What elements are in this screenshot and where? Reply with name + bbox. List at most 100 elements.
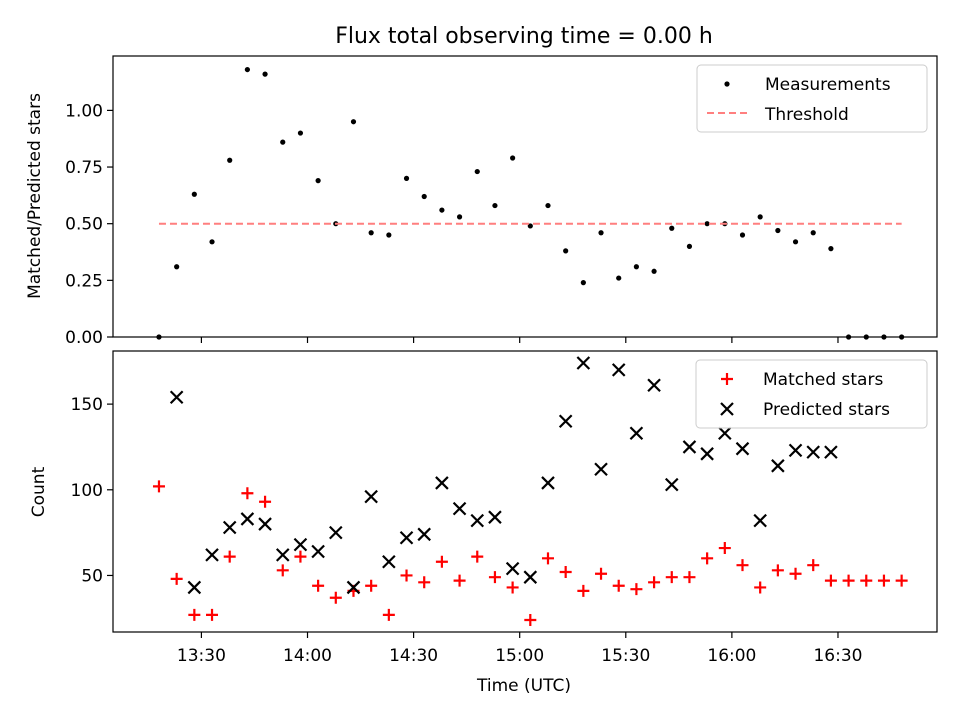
matched-stars-point (223, 550, 236, 563)
matched-stars-point (435, 555, 448, 568)
measurements-point (616, 275, 622, 281)
predicted-stars-point (523, 570, 538, 584)
measurements-point (598, 230, 604, 236)
bottom-panel: Count Time (UTC) 50 100 150 13:30 14:00 14:30… (29, 350, 938, 696)
matched-stars-point (382, 608, 395, 621)
measurements-point (792, 239, 799, 245)
measurements-point (439, 207, 445, 213)
matched-stars-point (824, 574, 837, 587)
top-panel-frame (112, 55, 938, 338)
bottom-panel-legend: Matched stars Predicted stars (695, 359, 928, 429)
measurements-point (527, 223, 533, 229)
measurements-point (474, 168, 480, 175)
top-panel-legend-box (696, 64, 928, 133)
matched-stars-point (259, 495, 272, 508)
matched-stars-point (206, 608, 219, 621)
predicted-stars-point (664, 477, 679, 492)
bottom-panel-ticks: 50 100 150 13:30 14:00 14:30 15:00 15:30 16:00 16… (71, 395, 863, 666)
bottom-x-tick-label: 16:00 (707, 646, 756, 666)
bottom-panel-legend-box (695, 359, 928, 429)
matched-stars-point (771, 564, 784, 577)
bottom-y-tick-label: 100 (71, 481, 103, 501)
top-y-tick-label: 1.00 (65, 101, 103, 121)
matched-stars-point (559, 566, 572, 579)
predicted-stars-point (718, 426, 732, 441)
top-panel-title: Flux total observing time = 0.00 h (335, 24, 713, 49)
predicted-stars-point (169, 390, 184, 405)
measurements-point (315, 178, 321, 184)
bottom-y-tick-label: 150 (71, 395, 103, 415)
predicted-stars-point (452, 501, 467, 516)
predicted-stars-point (682, 440, 697, 454)
predicted-stars-point (435, 476, 449, 490)
matched-stars-point (276, 564, 289, 577)
measurements-point (456, 214, 463, 220)
predicted-stars-point (594, 462, 608, 477)
matched-stars-point (895, 574, 908, 587)
predicted-stars-point (364, 489, 378, 504)
top-panel: Flux total observing time = 0.00 h Match… (25, 24, 938, 348)
matched-stars-point (241, 487, 254, 500)
matched-stars-point (294, 550, 307, 563)
measurements-point (669, 225, 675, 231)
bottom-x-tick-label: 14:30 (389, 646, 438, 666)
matched-stars-point (736, 559, 749, 572)
matched-stars-point (701, 552, 714, 565)
measurements-point (297, 130, 304, 136)
measurements-point (651, 268, 657, 274)
bottom-panel-frame (112, 350, 938, 633)
predicted-stars-point (417, 527, 431, 542)
matched-stars-point (877, 574, 890, 587)
matched-stars-point (612, 579, 625, 592)
matched-stars-point (718, 542, 731, 555)
predicted-stars-point (611, 363, 626, 377)
predicted-stars-point (205, 548, 219, 562)
legend-measurements-label: Measurements (765, 75, 891, 95)
measurements-point (191, 191, 197, 197)
measurements-point (775, 227, 781, 234)
top-y-tick-label: 0.50 (65, 215, 103, 235)
matched-stars-point (842, 574, 855, 587)
predicted-stars-point (629, 426, 644, 441)
measurements-point (244, 66, 250, 73)
bottom-panel-y-axis-label: Count (29, 466, 49, 517)
bottom-y-tick-label: 50 (81, 566, 103, 586)
matched-stars-point (506, 581, 519, 594)
matched-stars-point (418, 576, 431, 589)
bottom-panel-x-axis-label: Time (UTC) (476, 676, 571, 696)
predicted-stars-point (647, 378, 661, 393)
bottom-x-tick-label: 13:30 (177, 646, 226, 666)
measurements-point (227, 157, 233, 163)
matched-stars-point (524, 614, 537, 627)
predicted-stars-point (806, 445, 821, 459)
measurements-point (350, 119, 357, 125)
bottom-x-tick-label: 15:00 (495, 646, 544, 666)
measurements-point (739, 232, 746, 238)
matched-stars-point (365, 579, 378, 592)
predicted-stars-point (771, 459, 785, 473)
matched-stars-point (577, 584, 590, 597)
matched-stars-point (188, 608, 201, 621)
predicted-stars-point (558, 414, 573, 429)
measurements-point (280, 139, 286, 145)
measurements-point (757, 214, 763, 220)
predicted-stars-point (346, 580, 361, 595)
matched-stars-point (807, 559, 820, 572)
matched-stars-point (860, 574, 873, 587)
predicted-stars-point (293, 537, 308, 552)
measurements-point (421, 193, 427, 200)
predicted-stars-point (258, 517, 272, 531)
legend-predicted-stars-marker (720, 402, 734, 416)
legend-matched-stars-marker (721, 373, 733, 385)
bottom-x-tick-label: 14:00 (283, 646, 332, 666)
matched-stars-point (453, 574, 466, 587)
predicted-stars-point (488, 510, 502, 524)
measurements-point (633, 264, 639, 270)
measurements-point (828, 246, 834, 252)
predicted-stars-point (576, 356, 591, 370)
matched-stars-point (630, 583, 643, 596)
predicted-stars-point (824, 445, 838, 459)
matched-stars-point (400, 569, 413, 582)
measurements-point (492, 202, 498, 209)
